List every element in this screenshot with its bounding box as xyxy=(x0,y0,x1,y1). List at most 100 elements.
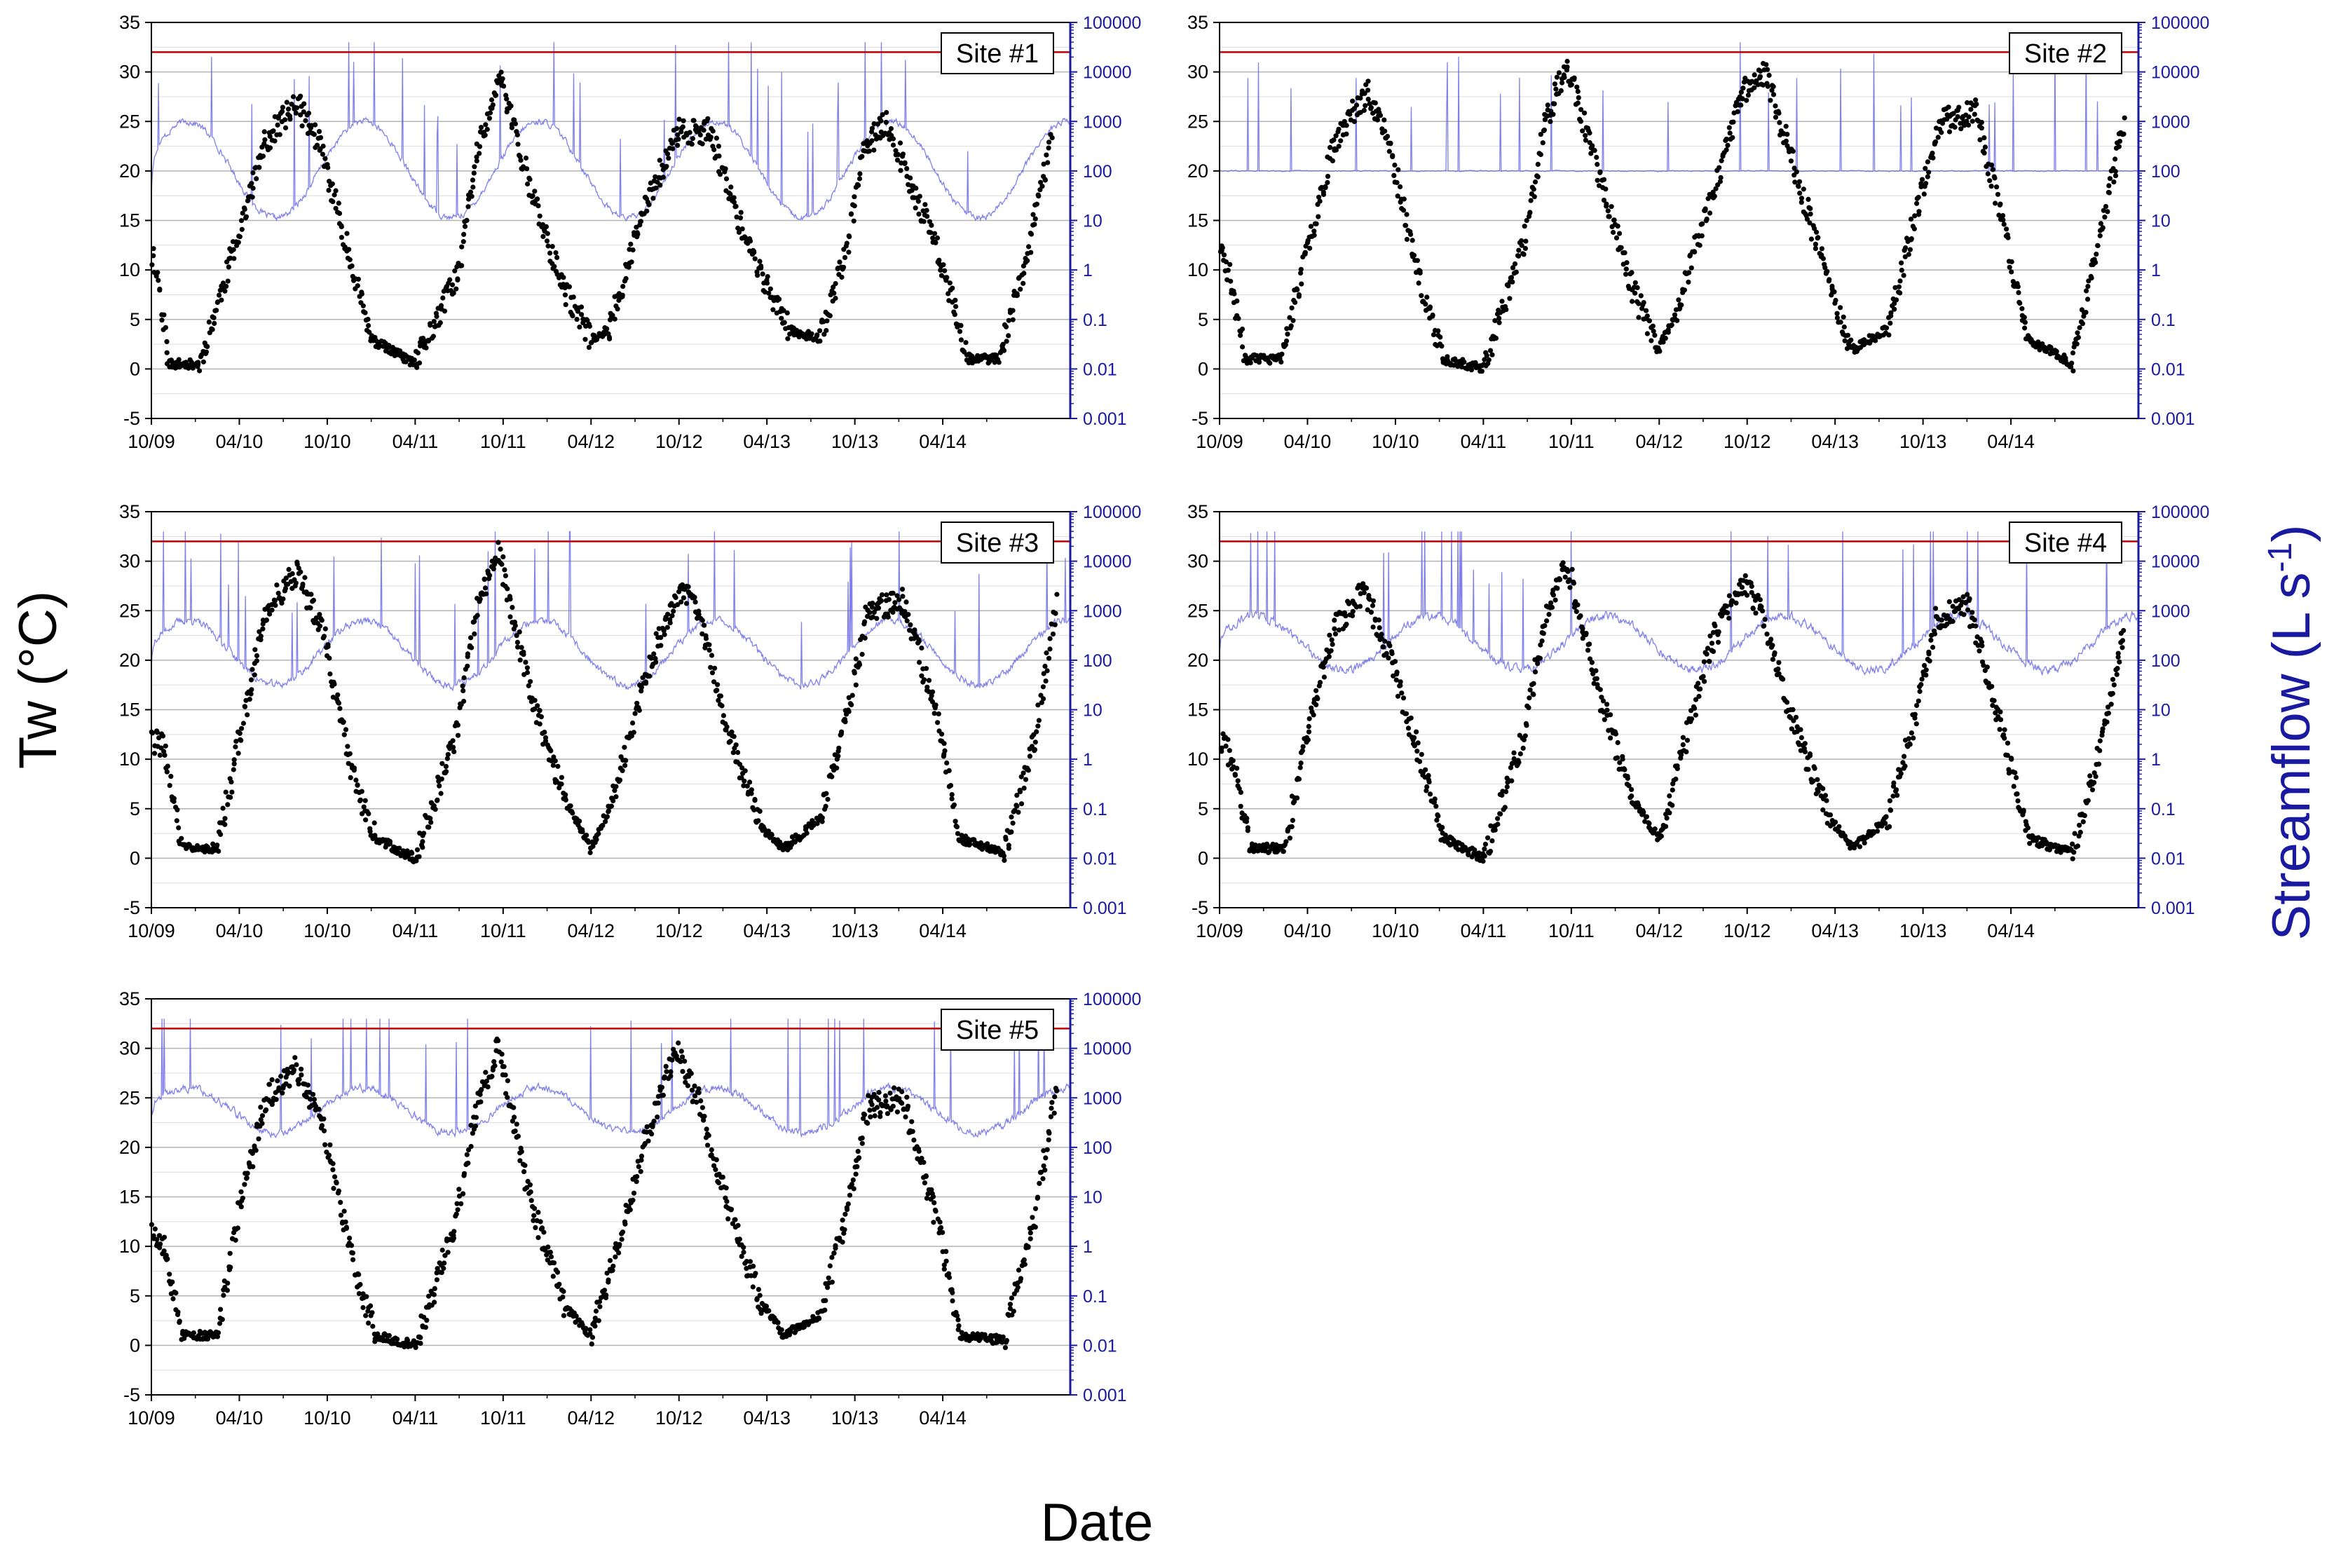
temperature-point xyxy=(1701,659,1707,664)
temperature-point xyxy=(2097,738,2103,744)
temperature-point xyxy=(613,784,619,789)
temperature-point xyxy=(1488,848,1494,854)
temperature-point xyxy=(431,1292,437,1297)
temperature-point xyxy=(931,711,937,716)
temperature-point xyxy=(478,125,484,130)
temperature-point xyxy=(906,612,911,618)
temperature-point xyxy=(571,294,576,300)
temperature-point xyxy=(1977,137,1983,142)
temperature-point xyxy=(557,1281,562,1287)
temperature-point xyxy=(1412,735,1417,740)
temperature-point xyxy=(751,250,757,255)
temperature-point xyxy=(670,146,676,151)
temperature-point xyxy=(1508,275,1515,280)
temperature-point xyxy=(505,1078,511,1084)
temperature-point xyxy=(685,584,691,589)
temperature-point xyxy=(570,810,575,816)
temperature-point xyxy=(1021,280,1026,286)
temperature-point xyxy=(321,634,327,639)
temperature-point xyxy=(174,818,179,824)
temperature-point xyxy=(904,618,910,624)
temperature-point xyxy=(2095,243,2101,249)
temperature-point xyxy=(1605,208,1611,214)
temperature-point xyxy=(355,276,361,282)
temperature-point xyxy=(1004,339,1009,344)
temperature-point xyxy=(485,1084,491,1090)
temperature-point xyxy=(933,702,939,708)
temperature-point xyxy=(561,275,566,280)
temperature-point xyxy=(1510,279,1515,285)
temperature-point xyxy=(1624,260,1630,266)
temperature-point xyxy=(710,128,716,134)
temperature-point xyxy=(2037,347,2042,353)
temperature-point xyxy=(580,827,585,833)
temperature-point xyxy=(1992,175,1998,181)
temperature-point xyxy=(1281,849,1286,854)
temperature-point xyxy=(747,238,753,244)
temperature-point xyxy=(1234,298,1240,304)
temperature-point xyxy=(765,274,770,280)
temperature-point xyxy=(413,1344,418,1350)
temperature-point xyxy=(224,1288,230,1293)
temperature-point xyxy=(1283,338,1290,344)
temperature-point xyxy=(1951,111,1956,116)
temperature-point xyxy=(2070,368,2076,374)
temperature-point xyxy=(1040,684,1046,690)
temperature-point xyxy=(1788,158,1794,164)
temperature-point xyxy=(1499,792,1505,798)
temperature-point xyxy=(1681,287,1687,293)
temperature-point xyxy=(279,109,285,114)
temperature-point xyxy=(294,105,300,111)
temperature-point xyxy=(792,839,798,845)
temperature-point xyxy=(1799,196,1805,201)
temperature-point xyxy=(724,724,730,730)
temperature-point xyxy=(931,231,938,236)
temperature-point xyxy=(305,1082,310,1088)
temperature-point xyxy=(432,1300,437,1305)
x-tick-label: 04/13 xyxy=(1811,920,1859,941)
temperature-point xyxy=(603,819,608,824)
y-tick-label: 30 xyxy=(119,62,140,83)
temperature-point xyxy=(1594,154,1599,161)
temperature-point xyxy=(912,627,917,633)
temperature-point xyxy=(537,708,542,714)
temperature-point xyxy=(1704,651,1709,657)
temperature-point xyxy=(1372,100,1378,106)
temperature-point xyxy=(461,1173,467,1178)
temperature-point xyxy=(1902,763,1908,769)
temperature-point xyxy=(1973,97,1979,103)
temperature-point xyxy=(555,763,561,769)
temperature-point xyxy=(886,596,892,602)
temperature-point xyxy=(1456,847,1461,852)
temperature-point xyxy=(1235,778,1241,784)
temperature-point xyxy=(1370,598,1377,604)
temperature-point xyxy=(1316,194,1322,200)
temperature-point xyxy=(1808,206,1813,212)
temperature-point xyxy=(2035,835,2041,840)
temperature-point xyxy=(817,328,823,334)
temperature-point xyxy=(880,112,885,118)
temperature-point xyxy=(151,751,158,756)
site-label-box xyxy=(2009,521,2122,564)
temperature-point xyxy=(1049,135,1055,141)
temperature-point xyxy=(532,1206,538,1211)
temperature-point xyxy=(1295,795,1300,800)
temperature-point xyxy=(397,845,402,851)
temperature-point xyxy=(517,154,523,159)
temperature-point xyxy=(823,803,828,809)
temperature-point xyxy=(1459,364,1465,370)
temperature-point xyxy=(160,733,166,739)
temperature-point xyxy=(332,192,337,198)
temperature-point xyxy=(1289,305,1295,311)
temperature-point xyxy=(512,121,519,127)
temperature-point xyxy=(1482,357,1487,362)
temperature-point xyxy=(599,823,606,829)
temperature-point xyxy=(1679,302,1684,308)
temperature-point xyxy=(553,250,559,256)
temperature-point xyxy=(206,319,212,325)
temperature-point xyxy=(254,653,260,659)
temperature-point xyxy=(1496,320,1502,325)
temperature-point xyxy=(1693,697,1699,702)
temperature-point xyxy=(1726,125,1732,130)
temperature-point xyxy=(1901,273,1906,278)
